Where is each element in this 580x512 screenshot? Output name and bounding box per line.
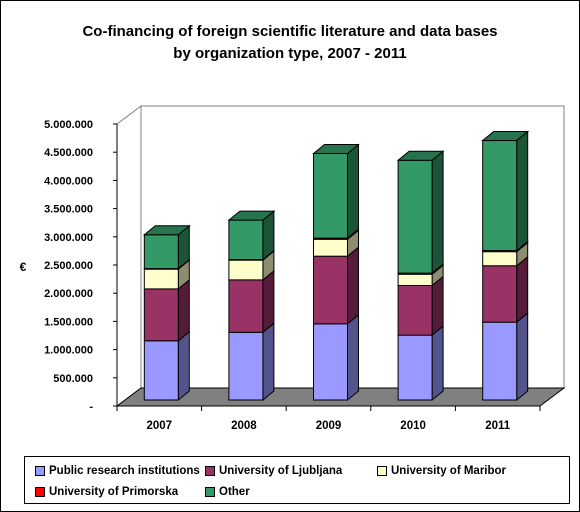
side-wall xyxy=(116,105,142,407)
x-tick-label: 2010 xyxy=(400,420,426,432)
y-tick-label: 3.000.000 xyxy=(44,232,93,244)
bar-top xyxy=(227,210,276,221)
y-tick-label: - xyxy=(89,401,93,413)
chart-title-line-2: by organization type, 2007 - 2011 xyxy=(173,45,407,62)
y-tick-label: 4.000.000 xyxy=(44,175,93,187)
bar-side xyxy=(177,278,190,342)
bar-segment xyxy=(397,285,433,336)
bar-segment xyxy=(313,153,348,239)
y-axis-label: € xyxy=(20,260,27,274)
legend-label: University of Maribor xyxy=(391,465,507,477)
bar-side xyxy=(431,275,444,337)
y-tick-label: 5.000.000 xyxy=(44,119,93,131)
bar-segment xyxy=(482,251,518,267)
legend-swatch xyxy=(35,466,45,476)
bar-top xyxy=(396,150,445,161)
x-tick-label: 2007 xyxy=(147,420,173,432)
bar-side xyxy=(516,255,529,324)
bar-segment xyxy=(228,259,264,281)
x-tick-label: 2008 xyxy=(231,420,257,432)
y-tick-label: 1.500.000 xyxy=(44,316,93,328)
bar-segment xyxy=(397,334,433,401)
legend-item: Public research institutions xyxy=(35,463,200,479)
bar-side xyxy=(347,246,359,325)
legend-label: Other xyxy=(219,486,250,498)
y-tick-label: 4.500.000 xyxy=(44,147,93,159)
bar-segment xyxy=(143,340,179,401)
bar-segment xyxy=(313,323,348,401)
y-tick-label: 2.500.000 xyxy=(44,260,93,272)
y-tick-label: 3.500.000 xyxy=(44,204,93,216)
legend-label: University of Ljubljana xyxy=(219,465,343,477)
legend-swatch xyxy=(205,466,215,476)
y-tick-label: 1.000.000 xyxy=(44,345,93,357)
bar-segment xyxy=(397,273,433,287)
bar-segment xyxy=(313,255,348,325)
bar-side xyxy=(347,313,359,402)
legend-label: University of Primorska xyxy=(49,486,179,498)
bar-side xyxy=(516,130,529,252)
bar-side xyxy=(516,312,529,402)
x-tick-label: 2011 xyxy=(485,420,511,432)
bar-segment xyxy=(482,140,518,252)
bar-segment xyxy=(397,159,433,274)
bar-side xyxy=(431,325,444,402)
bar-top xyxy=(312,144,360,155)
y-tick-label: 2.000.000 xyxy=(44,288,93,300)
bar-segment xyxy=(482,265,518,323)
legend-swatch xyxy=(205,487,215,497)
bar-segment xyxy=(228,331,264,401)
legend-label: Public research institutions xyxy=(49,465,200,477)
legend-item: University of Maribor xyxy=(377,463,506,479)
bar-side xyxy=(431,150,444,275)
chart-title: Co-financing of foreign scientific liter… xyxy=(1,21,579,65)
legend-item: University of Ljubljana xyxy=(205,463,342,479)
x-tick-label: 2009 xyxy=(316,420,342,432)
bar-segment xyxy=(143,268,179,290)
legend-item: Other xyxy=(205,484,250,500)
bar-segment xyxy=(313,238,348,257)
legend-swatch xyxy=(377,466,387,476)
bar-side xyxy=(262,269,275,334)
bar-side xyxy=(262,322,275,402)
bar-side xyxy=(347,143,359,240)
bar-top xyxy=(142,225,191,236)
y-tick-label: 500.000 xyxy=(53,373,93,385)
bar-segment xyxy=(228,279,264,333)
bar-segment xyxy=(228,219,264,261)
bar-segment xyxy=(482,321,518,401)
chart-title-line-1: Co-financing of foreign scientific liter… xyxy=(82,23,498,40)
legend-swatch xyxy=(35,487,45,497)
bar-side xyxy=(177,330,190,402)
chart-legend: Public research institutions University o… xyxy=(24,456,570,504)
bar-segment xyxy=(143,288,179,342)
bar-segment xyxy=(143,234,179,270)
bar-top xyxy=(481,131,530,142)
legend-item: University of Primorska xyxy=(35,484,178,500)
